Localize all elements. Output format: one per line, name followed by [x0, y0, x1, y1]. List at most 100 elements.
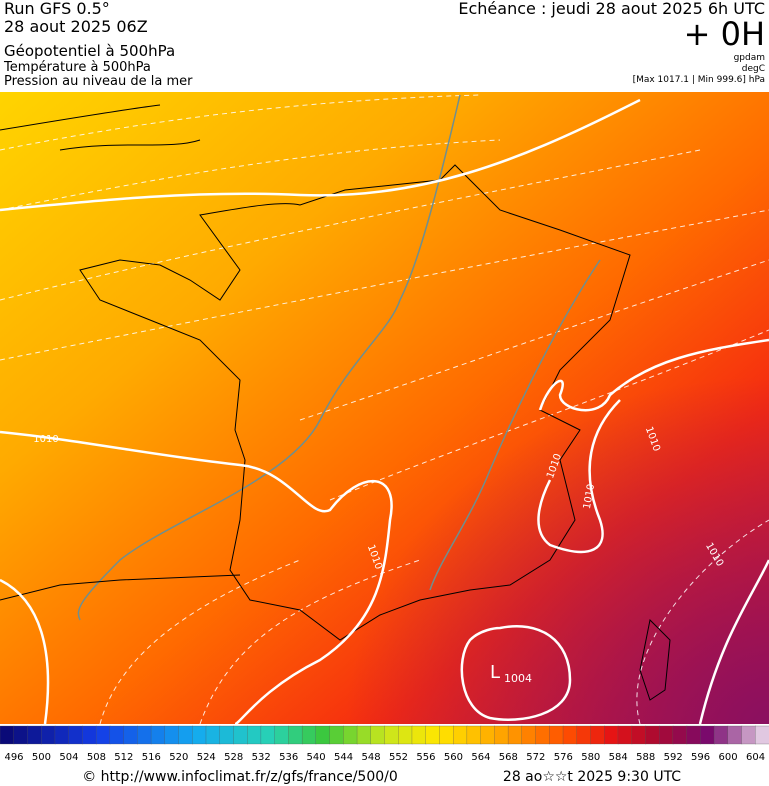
- corsica-outline: [639, 618, 671, 701]
- map: 1010 1010 1010 1010 1010 1010 L 1004: [0, 92, 769, 726]
- colorbar-label: 568: [499, 752, 518, 763]
- color-cell: [356, 725, 372, 745]
- color-cell: [480, 725, 496, 745]
- colorbar-label: 576: [554, 752, 573, 763]
- colorbar-label: 544: [334, 752, 353, 763]
- color-cell: [247, 725, 262, 745]
- color-cell: [727, 725, 743, 745]
- color-cell: [260, 725, 276, 745]
- color-cell: [150, 725, 166, 745]
- color-cell: [384, 725, 399, 745]
- temperature-lines: [0, 94, 769, 725]
- colorbar-label: 584: [609, 752, 628, 763]
- color-cell: [686, 725, 701, 745]
- color-cell: [590, 725, 605, 745]
- colorbar-label: 596: [691, 752, 710, 763]
- colorbar-label: 516: [142, 752, 161, 763]
- color-cell: [301, 725, 317, 745]
- color-cell: [315, 725, 331, 745]
- color-cell: [507, 725, 523, 745]
- color-cell: [219, 725, 235, 745]
- color-cell: [700, 725, 715, 745]
- colorbar-label: 592: [664, 752, 683, 763]
- color-cell: [521, 725, 537, 745]
- field: [0, 92, 769, 724]
- isobar: [0, 559, 769, 725]
- isobar: [0, 98, 641, 212]
- color-cell: [274, 725, 290, 745]
- color-cell: [562, 725, 578, 745]
- colorbar-label: 496: [4, 752, 23, 763]
- color-cell: [95, 725, 111, 745]
- colorbar-label: 512: [114, 752, 133, 763]
- colorbar: 496 500 504 508 512 516 520 524 528 532 536 540 544 5…: [0, 725, 769, 763]
- color-cell: [82, 725, 97, 745]
- color-cell: [672, 725, 688, 745]
- color-cell: [741, 725, 756, 745]
- colorbar-label: 552: [389, 752, 408, 763]
- offset: + 0H: [684, 15, 765, 53]
- color-cell: [466, 725, 482, 745]
- colorbar-label: 560: [444, 752, 463, 763]
- color-cell: [604, 725, 619, 745]
- color-cell: [164, 725, 180, 745]
- color-cell: [535, 725, 550, 745]
- coastlines: [0, 104, 241, 601]
- color-cell: [0, 725, 15, 745]
- color-cell: [27, 725, 42, 745]
- unit: degC: [742, 64, 765, 74]
- color-cell: [425, 725, 441, 745]
- color-cell: [631, 725, 647, 745]
- color-cell: [205, 725, 221, 745]
- color-cell: [755, 725, 769, 745]
- layer: Température à 500hPa: [3, 60, 151, 75]
- range: [Max 1017.1 | Min 999.6] hPa: [633, 75, 765, 85]
- colorbar-label: 600: [719, 752, 738, 763]
- isobar-label: 1010: [33, 434, 58, 445]
- rivers: [77, 94, 601, 621]
- isobar: [537, 399, 621, 554]
- source: © http://www.infoclimat.fr/z/gfs/france/…: [82, 769, 398, 785]
- header: Run GFS 0.5° 28 aout 2025 06Z Géopotenti…: [3, 0, 765, 89]
- run-date: 28 aout 2025 06Z: [4, 17, 148, 36]
- color-cell: [329, 725, 344, 745]
- run: Run GFS 0.5°: [4, 0, 110, 18]
- color-cell: [123, 725, 138, 745]
- colorbar-label: 532: [252, 752, 271, 763]
- color-cell: [411, 725, 427, 745]
- color-cell: [398, 725, 413, 745]
- colorbar-label: 520: [169, 752, 188, 763]
- color-cell: [617, 725, 633, 745]
- colorbar-label: 540: [307, 752, 326, 763]
- color-cell: [41, 725, 56, 745]
- color-cell: [453, 725, 468, 745]
- color-cell: [109, 725, 125, 745]
- color-cell: [549, 725, 564, 745]
- colorbar-label: 580: [581, 752, 600, 763]
- color-cell: [576, 725, 592, 745]
- colorbar-label: 528: [224, 752, 243, 763]
- low-value: 1004: [504, 672, 532, 685]
- color-cell: [658, 725, 674, 745]
- colorbar-label: 548: [361, 752, 380, 763]
- color-cell: [439, 725, 454, 745]
- isobar: [538, 338, 769, 412]
- colorbar-label: 572: [526, 752, 545, 763]
- color-cell: [192, 725, 207, 745]
- echeance: Echéance : jeudi 28 aout 2025 6h UTC: [458, 0, 765, 18]
- isobar: [0, 430, 393, 726]
- timestamp: 28 ao☆☆t 2025 9:30 UTC: [503, 769, 681, 785]
- color-cell: [233, 725, 248, 745]
- colorbar-label: 536: [279, 752, 298, 763]
- color-cell: [68, 725, 84, 745]
- color-cell: [54, 725, 70, 745]
- color-cell: [13, 725, 29, 745]
- color-cell: [343, 725, 358, 745]
- unit: gpdam: [734, 53, 765, 63]
- colorbar-label: 504: [59, 752, 78, 763]
- colorbar-label: 604: [746, 752, 765, 763]
- low-symbol: L: [490, 662, 500, 683]
- colorbar-label: 588: [636, 752, 655, 763]
- isobar-label: 1010: [582, 483, 597, 510]
